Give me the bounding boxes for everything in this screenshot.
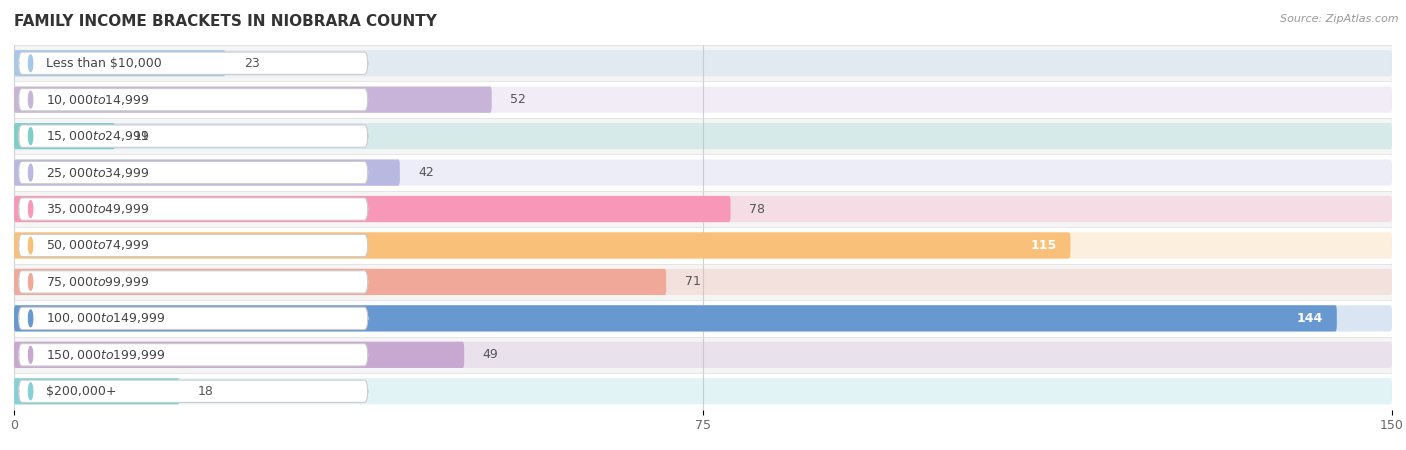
Text: $50,000 to $74,999: $50,000 to $74,999 [46,238,149,252]
FancyBboxPatch shape [0,191,1406,227]
Text: $200,000+: $200,000+ [46,385,117,398]
FancyBboxPatch shape [18,125,368,147]
Circle shape [28,346,32,363]
Circle shape [28,91,32,108]
FancyBboxPatch shape [18,89,368,111]
FancyBboxPatch shape [0,227,1406,264]
FancyBboxPatch shape [0,45,1406,81]
Text: $150,000 to $199,999: $150,000 to $199,999 [46,348,166,362]
Text: 18: 18 [198,385,214,398]
FancyBboxPatch shape [0,264,1406,300]
Text: FAMILY INCOME BRACKETS IN NIOBRARA COUNTY: FAMILY INCOME BRACKETS IN NIOBRARA COUNT… [14,14,437,28]
Text: 144: 144 [1296,312,1323,325]
FancyBboxPatch shape [14,378,1392,405]
Text: 49: 49 [482,348,498,361]
FancyBboxPatch shape [18,198,368,220]
FancyBboxPatch shape [14,86,492,113]
Circle shape [28,274,32,290]
Circle shape [28,383,32,400]
FancyBboxPatch shape [14,232,1392,259]
FancyBboxPatch shape [18,52,368,74]
Circle shape [28,128,32,144]
Text: 52: 52 [510,93,526,106]
FancyBboxPatch shape [14,123,1392,149]
Text: $35,000 to $49,999: $35,000 to $49,999 [46,202,149,216]
Text: $15,000 to $24,999: $15,000 to $24,999 [46,129,149,143]
FancyBboxPatch shape [0,81,1406,118]
Text: Source: ZipAtlas.com: Source: ZipAtlas.com [1281,14,1399,23]
Circle shape [28,237,32,254]
Circle shape [28,201,32,217]
FancyBboxPatch shape [14,305,1337,332]
Text: 23: 23 [243,57,260,70]
FancyBboxPatch shape [18,380,368,402]
Text: 115: 115 [1031,239,1057,252]
FancyBboxPatch shape [14,196,731,222]
FancyBboxPatch shape [0,337,1406,373]
FancyBboxPatch shape [14,50,225,76]
FancyBboxPatch shape [18,234,368,256]
FancyBboxPatch shape [14,50,1392,76]
Text: Less than $10,000: Less than $10,000 [46,57,162,70]
FancyBboxPatch shape [14,196,1392,222]
Text: 78: 78 [749,202,765,216]
FancyBboxPatch shape [14,86,1392,113]
Text: $75,000 to $99,999: $75,000 to $99,999 [46,275,149,289]
FancyBboxPatch shape [14,123,115,149]
Circle shape [28,55,32,72]
FancyBboxPatch shape [14,305,1392,332]
FancyBboxPatch shape [0,154,1406,191]
Text: $10,000 to $14,999: $10,000 to $14,999 [46,93,149,107]
FancyBboxPatch shape [14,378,180,405]
FancyBboxPatch shape [18,307,368,329]
FancyBboxPatch shape [18,271,368,293]
FancyBboxPatch shape [14,159,399,186]
FancyBboxPatch shape [14,159,1392,186]
FancyBboxPatch shape [18,162,368,184]
Text: $100,000 to $149,999: $100,000 to $149,999 [46,311,166,325]
FancyBboxPatch shape [0,300,1406,337]
Text: 11: 11 [134,130,149,143]
FancyBboxPatch shape [14,269,1392,295]
FancyBboxPatch shape [14,269,666,295]
FancyBboxPatch shape [14,232,1070,259]
Text: $25,000 to $34,999: $25,000 to $34,999 [46,166,149,180]
Circle shape [28,164,32,181]
FancyBboxPatch shape [14,342,1392,368]
Text: 42: 42 [418,166,434,179]
FancyBboxPatch shape [18,344,368,366]
FancyBboxPatch shape [0,373,1406,410]
FancyBboxPatch shape [0,118,1406,154]
Text: 71: 71 [685,275,700,288]
Circle shape [28,310,32,327]
FancyBboxPatch shape [14,342,464,368]
